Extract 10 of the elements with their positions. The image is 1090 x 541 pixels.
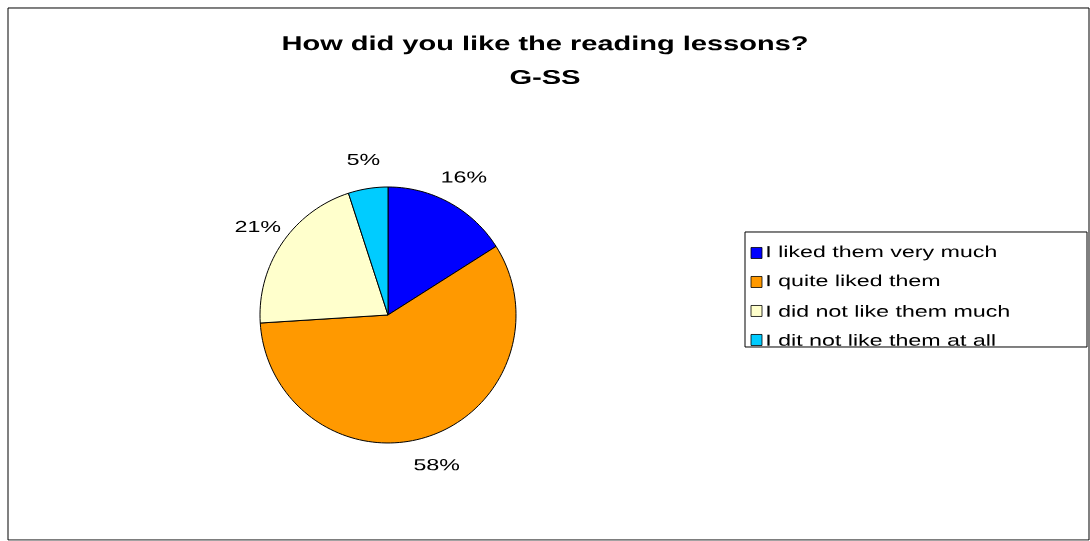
legend-label: I dit not like them at all — [767, 334, 995, 346]
chart-title: How did you like the reading lessons? — [283, 35, 807, 55]
legend-label: I quite liked them — [767, 274, 940, 290]
chart-subtitle: G-SS — [510, 69, 580, 85]
data-label: 5% — [347, 153, 380, 166]
legend-label: I did not like them much — [767, 305, 1009, 317]
data-label: 21% — [235, 220, 281, 233]
data-label: 58% — [414, 459, 460, 471]
data-label: 16% — [442, 171, 487, 183]
legend-label: I liked them very much — [767, 245, 996, 261]
